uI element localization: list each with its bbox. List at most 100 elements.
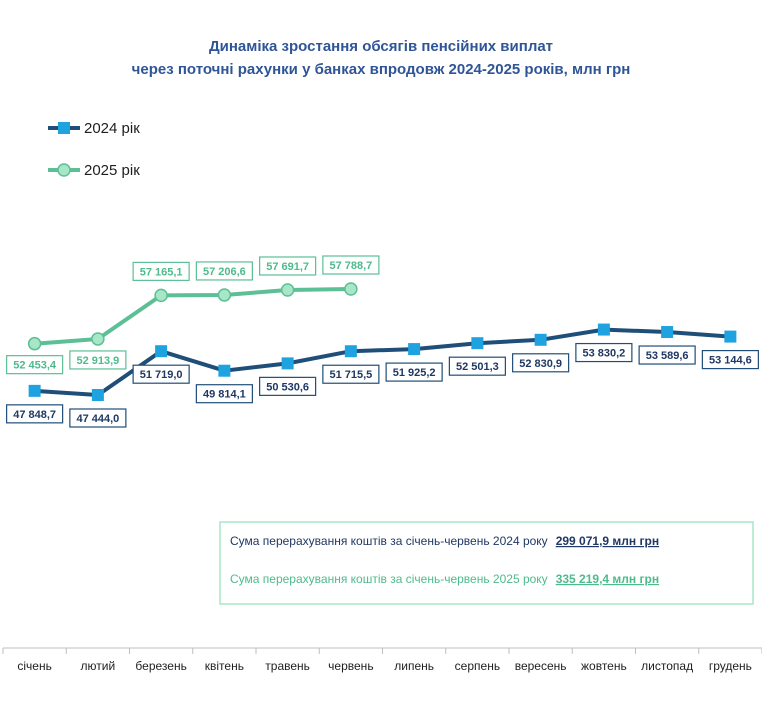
data-label-2024-box xyxy=(701,349,759,370)
chart-title-line1: Динаміка зростання обсягів пенсійних вип… xyxy=(209,38,553,55)
data-label-2025: 52 453,4 xyxy=(6,355,64,375)
data-label-2025: 52 913,9 xyxy=(69,350,127,370)
x-tick-label: квітень xyxy=(205,659,244,673)
data-label-2024-text: 52 830,9 xyxy=(519,358,562,370)
data-label-2024: 49 814,1 xyxy=(195,384,253,404)
data-label-2025-box xyxy=(132,261,190,281)
data-label-2025-box xyxy=(259,256,317,276)
data-label-2025: 57 788,7 xyxy=(322,255,380,275)
data-label-2024: 53 144,6 xyxy=(701,349,759,370)
data-label-2024-box xyxy=(195,384,253,404)
summary-value-2024: 299 071,9 млн грн xyxy=(556,534,659,548)
data-label-2025: 57 165,1 xyxy=(132,261,190,281)
point-2024 xyxy=(597,323,610,336)
point-2025 xyxy=(154,288,168,303)
legend-label-2024: 2024 рік xyxy=(84,120,140,137)
data-label-2024-box xyxy=(385,362,443,382)
summary-box-frame xyxy=(219,521,754,605)
legend-marker-2024 xyxy=(58,122,70,134)
data-label-2024: 47 444,0 xyxy=(69,408,127,428)
summary-line-2025: Сума перерахування коштів за січень-черв… xyxy=(230,572,659,586)
data-label-2024: 53 830,2 xyxy=(575,342,633,363)
summary-text-2025: Сума перерахування коштів за січень-черв… xyxy=(230,572,548,586)
x-tick-label: жовтень xyxy=(581,659,627,673)
data-label-2024: 50 530,6 xyxy=(259,376,317,396)
data-label-2024-text: 51 719,0 xyxy=(140,369,183,381)
data-label-2024-text: 53 830,2 xyxy=(582,348,625,360)
data-label-2025-text: 52 453,4 xyxy=(13,360,57,372)
chart-title-line2: через поточні рахунки у банках впродовж … xyxy=(132,61,631,78)
data-label-2024-text: 52 501,3 xyxy=(456,361,499,373)
data-label-2024-box xyxy=(638,345,696,365)
data-label-2024-box xyxy=(512,353,570,373)
data-label-2024-text: 53 589,6 xyxy=(646,350,689,362)
data-label-2025-text: 57 788,7 xyxy=(329,260,372,272)
point-2024 xyxy=(281,357,294,370)
legend-marker-2025 xyxy=(57,163,71,177)
point-2025 xyxy=(91,332,105,346)
data-label-2024: 51 715,5 xyxy=(322,364,380,384)
point-2024 xyxy=(91,389,104,401)
data-label-2024-box xyxy=(6,404,64,424)
point-2024 xyxy=(661,326,674,339)
data-label-2024-text: 51 925,2 xyxy=(393,367,436,379)
point-2024 xyxy=(218,364,231,377)
data-label-2025-text: 52 913,9 xyxy=(76,355,119,367)
summary-box: Сума перерахування коштів за січень-черв… xyxy=(219,521,754,605)
x-tick-label: червень xyxy=(328,659,373,673)
point-2024 xyxy=(724,330,737,343)
x-tick-label: листопад xyxy=(641,659,693,673)
series-line-2024 xyxy=(34,327,731,397)
x-tick-label: вересень xyxy=(515,659,567,673)
data-label-2024: 47 848,7 xyxy=(6,404,64,424)
data-label-2024: 52 501,3 xyxy=(448,356,506,376)
data-label-2025-box xyxy=(6,355,64,375)
data-label-2025-box xyxy=(195,261,253,281)
point-2024 xyxy=(344,345,357,358)
data-label-2024-text: 53 144,6 xyxy=(709,355,752,367)
data-label-2024-text: 49 814,1 xyxy=(203,389,246,401)
summary-line-2024: Сума перерахування коштів за січень-черв… xyxy=(230,534,659,548)
point-2024 xyxy=(155,345,168,358)
x-tick-label: липень xyxy=(394,659,434,673)
data-label-2024-text: 47 848,7 xyxy=(13,409,56,421)
data-label-2025: 57 206,6 xyxy=(195,261,253,281)
data-label-2024-box xyxy=(132,364,190,384)
data-label-2024: 52 830,9 xyxy=(512,353,570,373)
data-label-2025-box xyxy=(322,255,380,275)
data-label-2025-text: 57 691,7 xyxy=(266,261,309,273)
summary-value-2025: 335 219,4 млн грн xyxy=(556,572,659,586)
data-label-2025-box xyxy=(69,350,127,370)
data-label-2024-box xyxy=(575,342,633,363)
legend: 2024 рік 2025 рік xyxy=(48,120,140,179)
x-tick-label: грудень xyxy=(709,659,752,673)
data-label-2024: 51 719,0 xyxy=(132,364,190,384)
series-line-2025 xyxy=(34,287,351,346)
point-2025 xyxy=(27,336,42,351)
data-label-2024-box xyxy=(69,408,127,428)
data-label-2025-text: 57 206,6 xyxy=(203,266,246,278)
legend-label-2025: 2025 рік xyxy=(84,162,140,179)
x-axis-ticks: січень лютий березень квітень травень червень… xyxy=(2,648,762,673)
x-tick-label: січень xyxy=(17,659,51,673)
data-label-2024-text: 51 715,5 xyxy=(329,369,372,381)
data-label-2024-box xyxy=(322,364,380,384)
point-2025 xyxy=(344,282,358,296)
data-label-2024-text: 47 444,0 xyxy=(76,413,119,425)
x-tick-label: березень xyxy=(135,659,186,673)
x-tick-label: серпень xyxy=(455,659,500,673)
point-2024 xyxy=(471,337,484,350)
point-2024 xyxy=(408,343,421,356)
data-label-2024: 51 925,2 xyxy=(385,362,443,382)
data-label-2025-text: 57 165,1 xyxy=(140,266,183,278)
data-label-2024-box xyxy=(448,356,506,376)
point-2025 xyxy=(280,283,295,297)
data-label-2024: 53 589,6 xyxy=(638,345,696,365)
x-tick-label: лютий xyxy=(81,659,116,673)
data-label-2024-box xyxy=(259,376,317,396)
data-label-2024-text: 50 530,6 xyxy=(266,381,309,393)
point-2024 xyxy=(534,333,547,346)
x-tick-label: травень xyxy=(265,659,310,673)
summary-text-2024: Сума перерахування коштів за січень-черв… xyxy=(230,534,548,548)
